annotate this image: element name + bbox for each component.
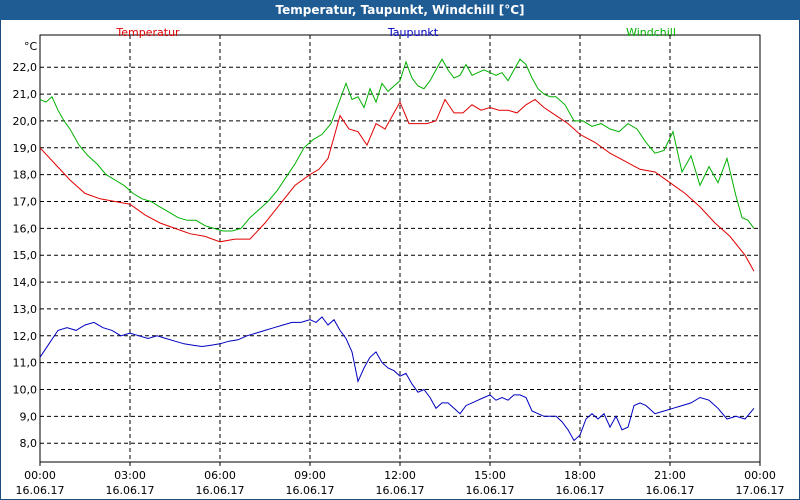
y-tick-label: 18,0 bbox=[13, 169, 38, 182]
chart-title: Temperatur, Taupunkt, Windchill [°C] bbox=[0, 0, 800, 20]
y-tick-label: 10,0 bbox=[13, 383, 38, 396]
y-axis-ticks: 8,0 9,0 10,0 11,0 12,0 13,0 14,0 15,0 16,0 17,0 18… bbox=[13, 61, 38, 450]
y-tick-label: 12,0 bbox=[13, 330, 38, 343]
y-tick-label: 13,0 bbox=[13, 303, 38, 316]
x-tick-time-label: 00:00 bbox=[24, 469, 56, 482]
legend-entry-windchill: Windchill bbox=[626, 26, 676, 39]
x-tick-date-label: 16.06.17 bbox=[16, 484, 65, 497]
x-tick-time-label: 06:00 bbox=[204, 469, 236, 482]
x-tick-time-label: 00:00 bbox=[744, 469, 776, 482]
legend-entry-taupunkt: Taupunkt bbox=[387, 26, 439, 39]
y-tick-label: 14,0 bbox=[13, 276, 38, 289]
y-tick-label: 15,0 bbox=[13, 249, 38, 262]
series-line-temperatur bbox=[39, 98, 755, 272]
y-tick-label: 9,0 bbox=[20, 410, 38, 423]
x-axis-ticks: 00:00 16.06.17 03:00 16.06.17 06:00 16.06.17 0… bbox=[16, 462, 785, 497]
x-tick-date-label: 16.06.17 bbox=[376, 484, 425, 497]
y-tick-label: 21,0 bbox=[13, 88, 38, 101]
grid-lines bbox=[40, 35, 760, 462]
x-tick-time-label: 21:00 bbox=[654, 469, 686, 482]
y-tick-label: 11,0 bbox=[13, 357, 38, 370]
legend-entry-temperatur: Temperatur bbox=[115, 26, 180, 39]
x-tick-time-label: 12:00 bbox=[384, 469, 416, 482]
x-tick-date-label: 16.06.17 bbox=[196, 484, 245, 497]
series-lines bbox=[39, 58, 755, 442]
x-tick-date-label: 16.06.17 bbox=[556, 484, 605, 497]
y-tick-label: 20,0 bbox=[13, 115, 38, 128]
y-axis-unit-label: °C bbox=[24, 40, 38, 53]
x-tick-time-label: 15:00 bbox=[474, 469, 506, 482]
y-tick-label: 19,0 bbox=[13, 142, 38, 155]
series-line-windchill bbox=[39, 58, 755, 232]
x-tick-date-label: 16.06.17 bbox=[106, 484, 155, 497]
x-tick-time-label: 18:00 bbox=[564, 469, 596, 482]
x-tick-time-label: 09:00 bbox=[294, 469, 326, 482]
x-tick-date-label: 16.06.17 bbox=[466, 484, 515, 497]
y-tick-label: 22,0 bbox=[13, 61, 38, 74]
y-tick-label: 17,0 bbox=[13, 196, 38, 209]
y-tick-label: 16,0 bbox=[13, 222, 38, 235]
x-tick-time-label: 03:00 bbox=[114, 469, 146, 482]
x-tick-date-label: 16.06.17 bbox=[646, 484, 695, 497]
series-line-taupunkt bbox=[39, 316, 755, 442]
y-tick-label: 8,0 bbox=[20, 437, 38, 450]
x-tick-date-label: 16.06.17 bbox=[286, 484, 335, 497]
legend: Temperatur Taupunkt Windchill bbox=[115, 26, 676, 39]
x-tick-date-label: 17.06.17 bbox=[736, 484, 785, 497]
